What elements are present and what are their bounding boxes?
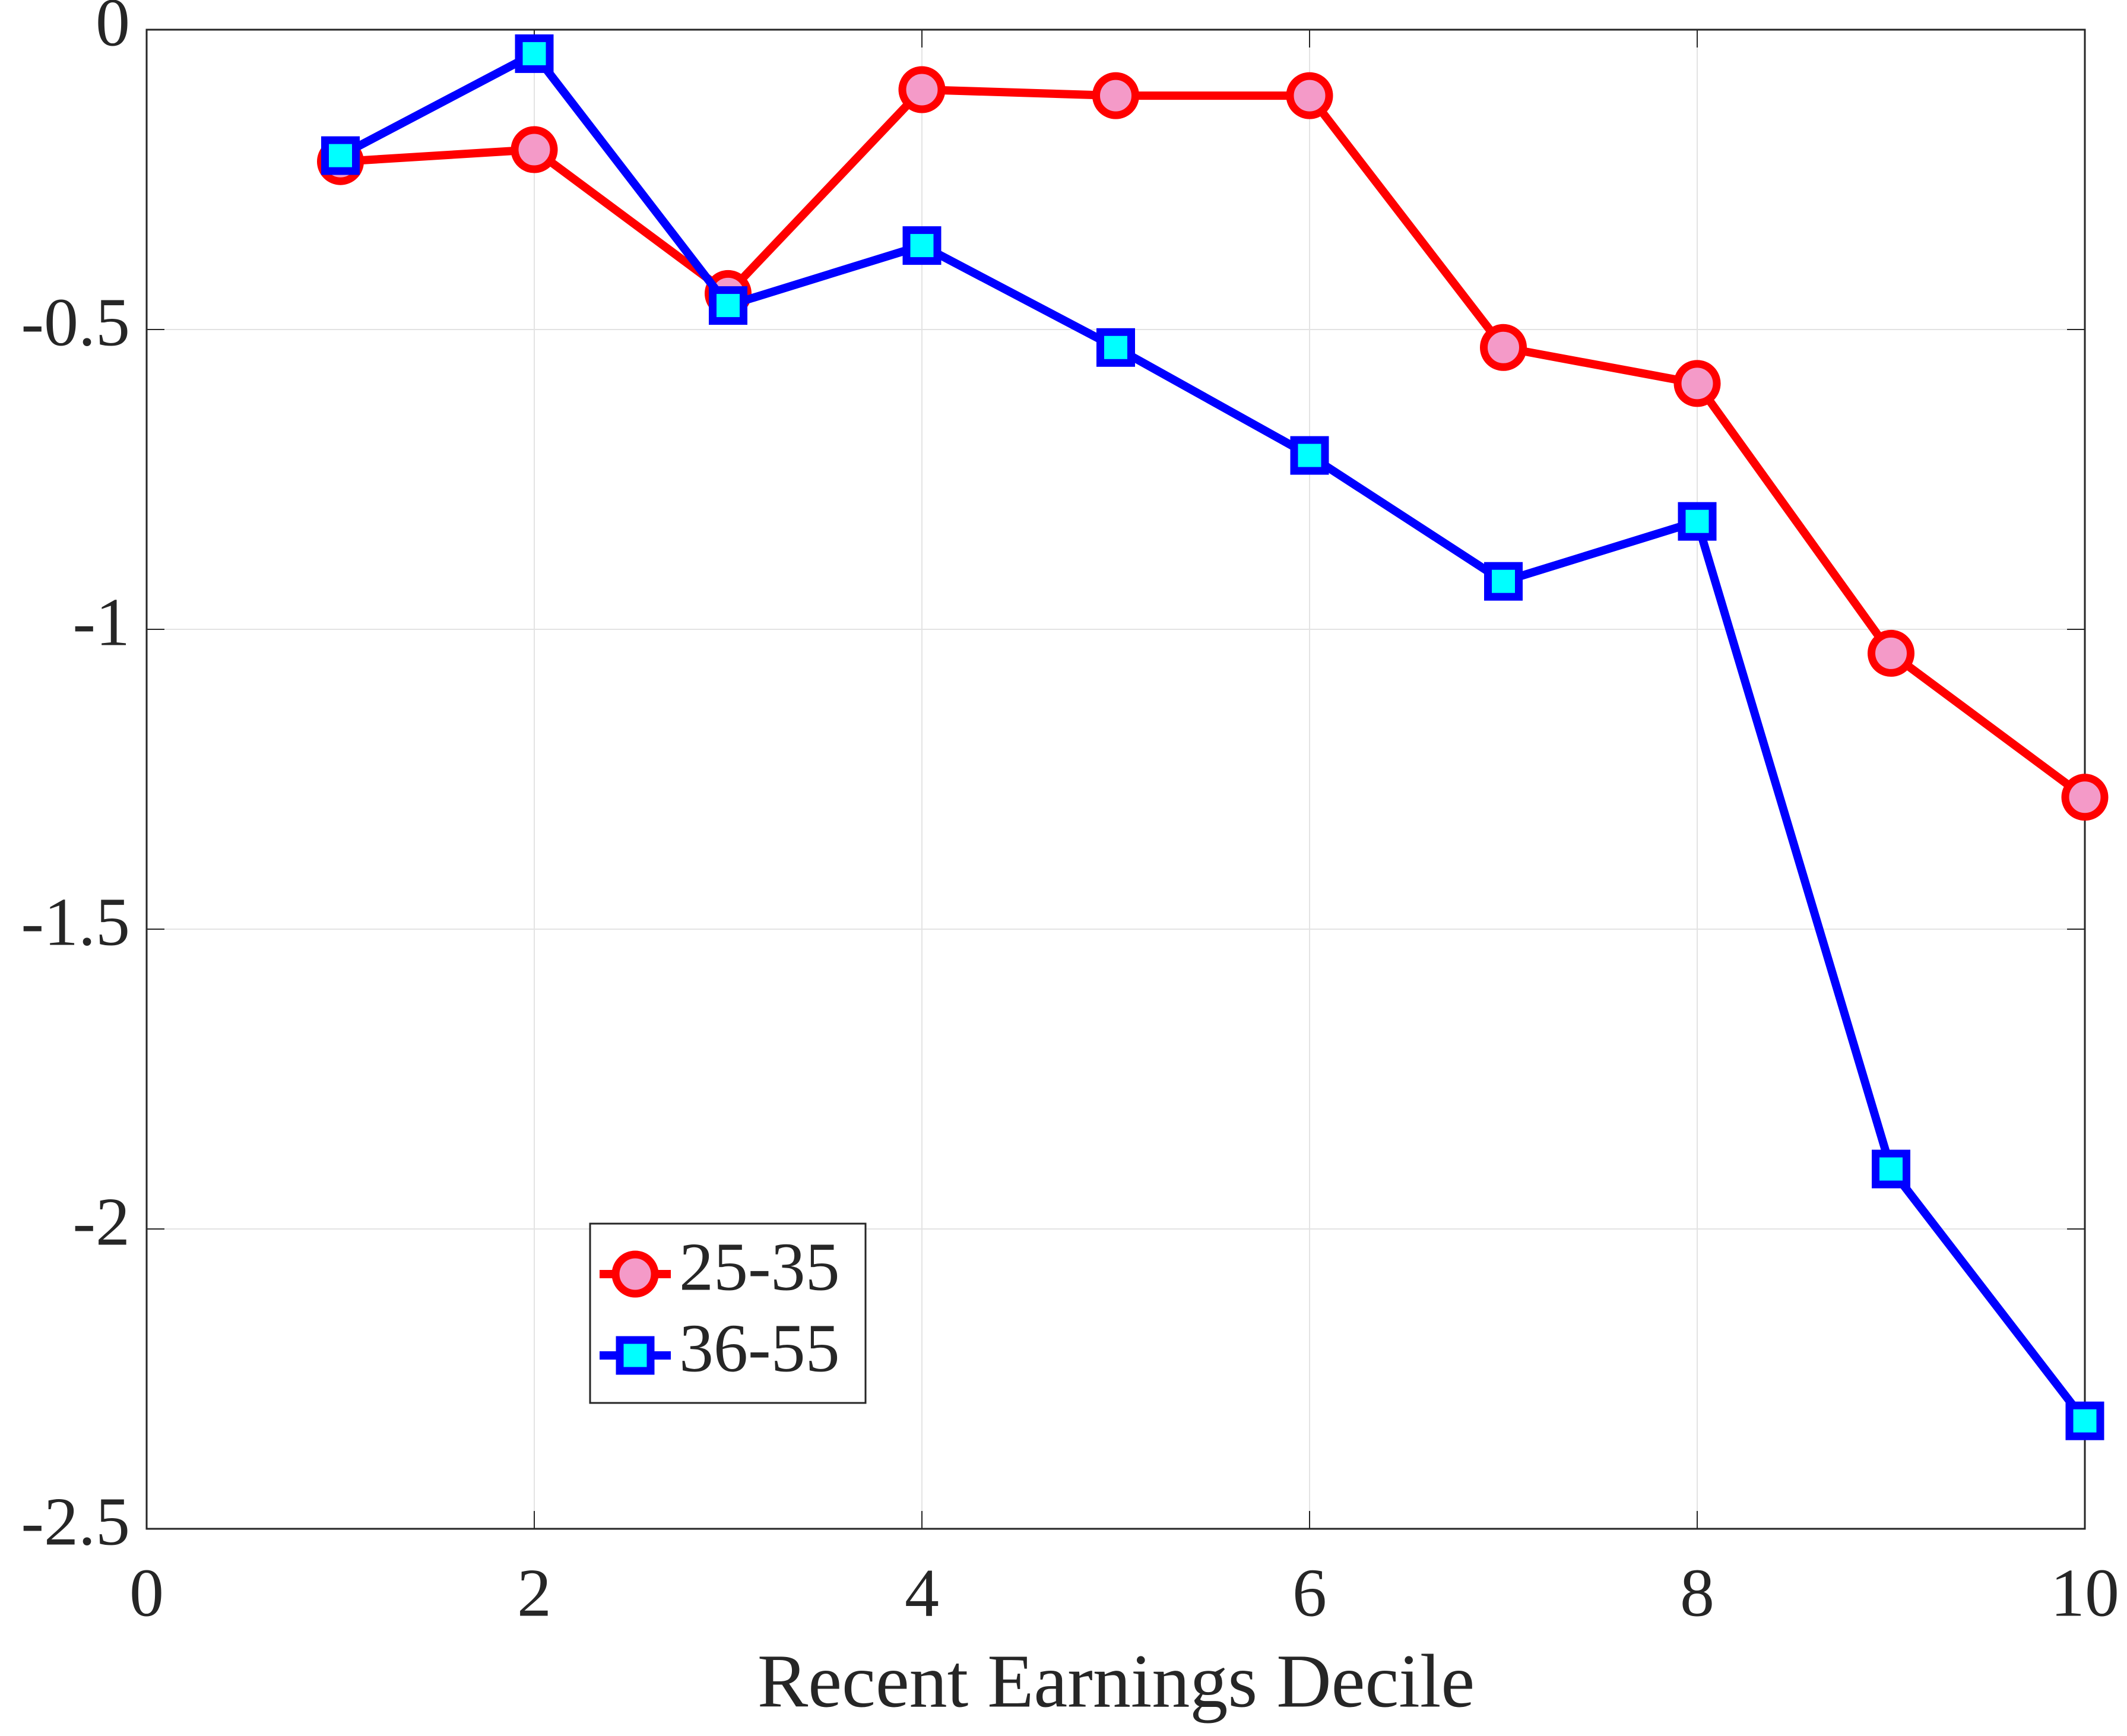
marker — [2061, 774, 2109, 821]
plot-background — [147, 30, 2085, 1529]
y-tick-label: -1 — [72, 585, 130, 661]
marker — [898, 66, 946, 113]
y-tick-label: -1.5 — [21, 885, 130, 961]
x-tick-label: 10 — [2050, 1556, 2119, 1632]
y-tick-label: -2 — [72, 1184, 130, 1260]
x-tick-label: 2 — [517, 1556, 551, 1632]
marker — [1673, 360, 1721, 407]
marker — [1484, 562, 1523, 601]
y-tick-label: -2.5 — [21, 1484, 130, 1560]
marker — [1868, 629, 1914, 677]
marker — [1286, 72, 1333, 119]
legend-marker — [611, 1250, 659, 1298]
marker — [709, 286, 747, 325]
series-line — [338, 49, 2088, 1424]
x-tick-label: 0 — [129, 1556, 164, 1632]
legend-marker — [616, 1336, 655, 1375]
x-tick-label: 6 — [1292, 1556, 1327, 1632]
marker — [1678, 502, 1717, 541]
y-tick-label: 0 — [96, 0, 130, 61]
marker — [515, 34, 554, 73]
marker — [1096, 328, 1135, 367]
marker — [321, 136, 360, 175]
legend-label: 25-35 — [679, 1230, 840, 1306]
x-tick-label: 8 — [1680, 1556, 1714, 1632]
x-axis-label: Recent Earnings Decile — [757, 1639, 1475, 1723]
y-tick-label: -0.5 — [21, 285, 130, 361]
marker — [511, 126, 558, 173]
marker — [1872, 1149, 1910, 1189]
marker — [1092, 72, 1139, 119]
x-tick-label: 4 — [905, 1556, 939, 1632]
marker — [2065, 1401, 2104, 1440]
legend-label: 36-55 — [679, 1311, 840, 1387]
marker — [1290, 436, 1329, 475]
marker — [902, 226, 942, 265]
series-line — [340, 85, 2088, 801]
marker — [1480, 324, 1527, 371]
